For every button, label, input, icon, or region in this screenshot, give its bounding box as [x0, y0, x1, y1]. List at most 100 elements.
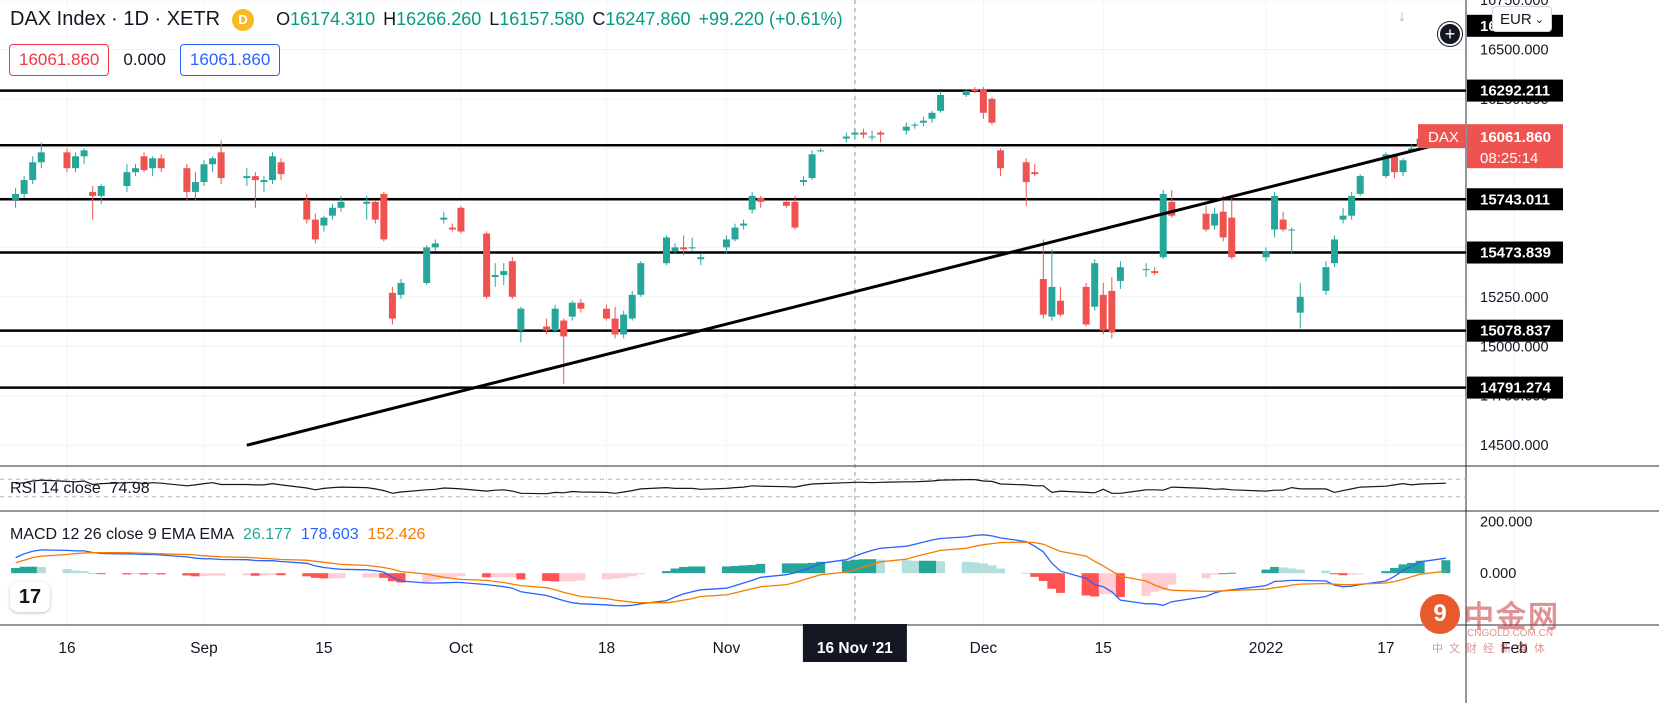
candle-body — [757, 197, 765, 202]
macd-histogram-bar — [216, 573, 226, 576]
rsi-line — [15, 479, 1446, 495]
candle — [320, 215, 328, 232]
level-price-tag-text: 15473.839 — [1480, 245, 1551, 262]
candle-body — [131, 168, 139, 173]
time-tick-label: Sep — [190, 640, 218, 657]
candle — [380, 191, 388, 242]
macd-histogram-bar — [747, 564, 757, 574]
tradingview-logo[interactable]: 17 — [10, 582, 50, 612]
candle — [1116, 261, 1124, 289]
close-key: C — [592, 9, 606, 29]
macd-histogram-bar — [1167, 573, 1177, 585]
price-tick-label: 15250.000 — [1480, 290, 1549, 306]
macd-histogram-bar — [507, 573, 517, 578]
candle-body — [902, 126, 910, 131]
price-tick-label: 15000.000 — [1480, 339, 1549, 355]
macd-histogram-bar — [1389, 568, 1399, 574]
candle — [911, 122, 919, 129]
candle — [363, 195, 371, 220]
macd-histogram-bar — [190, 573, 200, 577]
macd-histogram-bar — [276, 573, 286, 576]
last-price-tag: DAX 16061.860 08:25:14 — [1418, 124, 1563, 169]
candle — [842, 132, 850, 143]
candle — [1322, 261, 1330, 295]
macd-histogram-bar — [816, 561, 826, 574]
delayed-data-badge[interactable]: D — [232, 8, 255, 31]
macd-histogram-bar — [910, 560, 920, 574]
download-icon[interactable]: ↓ — [1398, 8, 1406, 25]
candle — [808, 150, 816, 181]
candle — [12, 187, 20, 208]
candle — [1142, 263, 1150, 278]
time-tick-label: Feb — [1501, 640, 1528, 657]
candle — [937, 91, 945, 113]
macd-histogram-bar — [250, 573, 260, 576]
candle-body — [1022, 162, 1030, 183]
candle-body — [688, 247, 696, 249]
candle-body — [782, 201, 790, 206]
candle-body — [20, 180, 28, 194]
macd-histogram-bar — [679, 566, 689, 574]
sell-price-box[interactable]: 16061.860 — [9, 44, 110, 76]
candle-body — [851, 132, 859, 135]
buy-price-box[interactable]: 16061.860 — [179, 44, 281, 76]
candle-body — [363, 201, 371, 204]
macd-histogram-bar — [687, 566, 697, 574]
price-axis: 16750.00016500.00016250.00016000.0001575… — [1418, 0, 1563, 582]
level-price-tag-text: 16292.211 — [1480, 83, 1550, 100]
candle-body — [748, 195, 756, 210]
candle-body — [962, 91, 970, 95]
candle — [731, 223, 739, 242]
chevron-down-icon: ⌄ — [1534, 13, 1544, 26]
price-boxes: 16061.860 0.000 16061.860 — [9, 44, 281, 76]
trendline — [246, 135, 1467, 447]
candle-body — [637, 263, 645, 295]
cngold-logo-icon: 9 — [1420, 594, 1460, 634]
candle — [740, 219, 748, 230]
candle — [919, 116, 927, 127]
macd-histogram-bar — [1347, 573, 1357, 575]
time-tick-label: 2022 — [1249, 640, 1283, 657]
add-alert-plus-icon[interactable]: + — [1438, 22, 1462, 46]
macd-histogram-bar — [482, 573, 492, 578]
candle-body — [1219, 211, 1227, 238]
macd-histogram-bar — [1055, 573, 1065, 593]
candle — [1151, 267, 1159, 276]
candle-body — [191, 182, 199, 192]
candle-body — [371, 201, 379, 220]
candle-body — [997, 150, 1004, 169]
candle-body — [800, 180, 808, 183]
currency-select[interactable]: EUR ⌄ — [1492, 6, 1552, 32]
macd-line-value: 178.603 — [300, 526, 359, 543]
price-tick-label: 16500.000 — [1480, 42, 1549, 58]
macd-histogram-bar — [182, 573, 192, 576]
macd-histogram-bar — [1415, 560, 1425, 574]
candle — [577, 298, 585, 313]
candle — [1159, 189, 1167, 260]
macd-histogram-bar — [996, 568, 1005, 574]
last-price-value: 16061.860 — [1480, 129, 1551, 146]
candle-body — [260, 180, 268, 183]
macd-histogram-bar — [876, 559, 886, 574]
macd-histogram-bar — [576, 573, 586, 581]
macd-legend[interactable]: MACD 12 26 close 9 EMA EMA 26.177 178.60… — [10, 526, 425, 544]
candle — [508, 257, 516, 299]
rsi-legend[interactable]: RSI 14 close 74.98 — [10, 480, 150, 498]
candle — [20, 176, 28, 198]
macd-hist-value: 26.177 — [242, 526, 292, 543]
candle-body — [628, 294, 636, 319]
macd-histogram-bar — [867, 559, 877, 574]
macd-histogram-bar — [28, 566, 38, 574]
candle-body — [517, 308, 525, 331]
level-price-tag-text: 14791.274 — [1480, 380, 1552, 397]
candle-body — [808, 154, 816, 179]
candle-body — [1382, 154, 1390, 177]
macd-histogram-bar — [961, 561, 971, 574]
macd-histogram-bar — [379, 573, 389, 578]
open-key: O — [276, 9, 291, 29]
symbol-title[interactable]: DAX Index · 1D · XETR — [10, 8, 221, 30]
candle-body — [911, 124, 919, 126]
candle-body — [440, 217, 448, 220]
macd-histogram-bar — [1081, 573, 1091, 596]
